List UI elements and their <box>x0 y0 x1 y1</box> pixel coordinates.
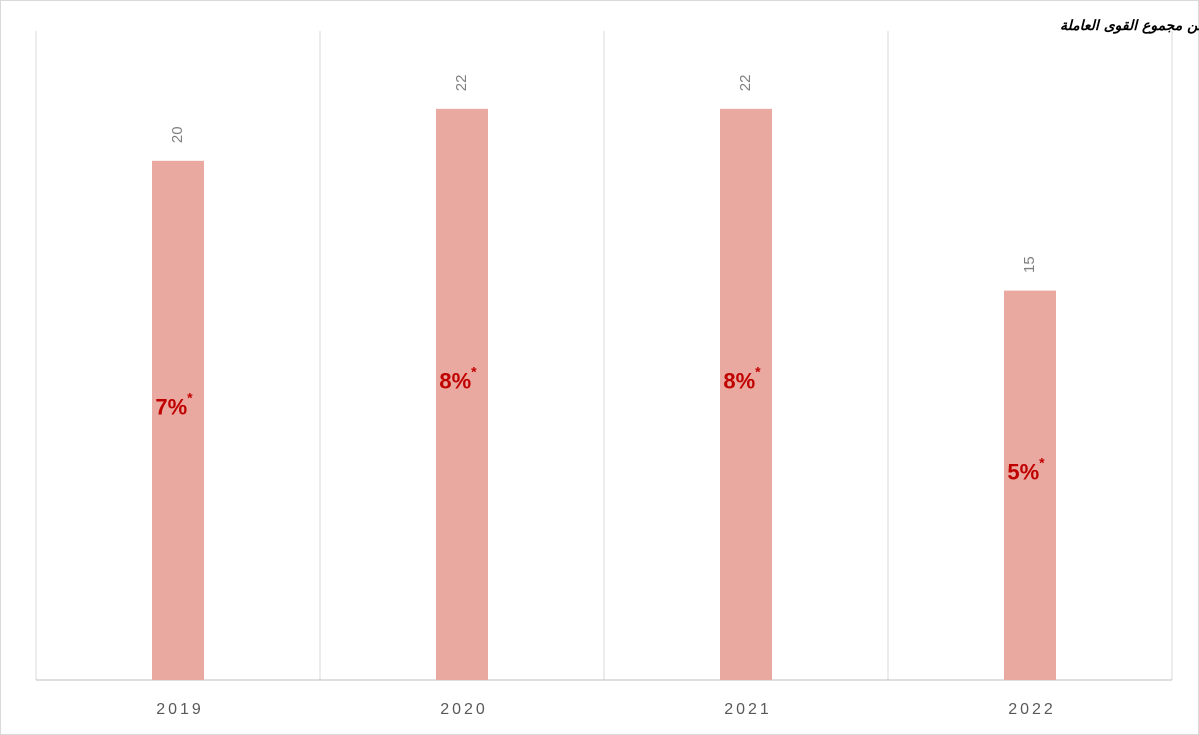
share-marker: * <box>1039 454 1045 470</box>
x-tick-label: 2021 <box>724 701 772 718</box>
data-label: 22 <box>737 75 754 92</box>
bar <box>152 160 204 681</box>
x-tick-label: 2019 <box>156 701 204 718</box>
share-label-text: 7% <box>155 394 187 419</box>
data-label: 15 <box>1021 256 1038 273</box>
share-marker: * <box>755 363 761 379</box>
bar <box>436 108 488 680</box>
share-label: 7%* <box>155 389 193 419</box>
bar <box>1004 290 1056 680</box>
share-label: 5%* <box>1007 454 1045 484</box>
share-label: 8%* <box>439 363 477 393</box>
bar <box>720 108 772 680</box>
x-tick-label: 2022 <box>1008 701 1056 718</box>
share-label-text: 5% <box>1007 459 1039 484</box>
footnote: *٪ من مجموع القوى العاملة <box>1060 18 1199 34</box>
share-label-text: 8% <box>723 368 755 393</box>
share-marker: * <box>187 389 193 405</box>
data-label: 20 <box>169 126 186 143</box>
share-label: 8%* <box>723 363 761 393</box>
share-marker: * <box>471 363 477 379</box>
data-label: 22 <box>453 75 470 92</box>
share-label-text: 8% <box>439 368 471 393</box>
x-tick-label: 2020 <box>440 701 488 718</box>
